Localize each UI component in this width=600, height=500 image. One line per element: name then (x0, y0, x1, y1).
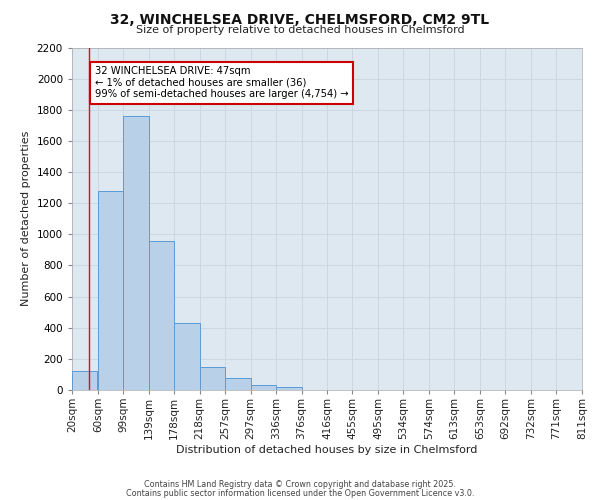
Bar (98, 190, 123, 390)
Text: Contains HM Land Registry data © Crown copyright and database right 2025.: Contains HM Land Registry data © Crown c… (144, 480, 456, 489)
Text: Contains public sector information licensed under the Open Government Licence v3: Contains public sector information licen… (126, 488, 474, 498)
Bar (72, 372, 97, 390)
Bar (251, 384, 276, 390)
Bar (276, 387, 302, 390)
Bar (123, 116, 149, 390)
Bar (225, 378, 251, 390)
Bar (200, 366, 225, 390)
Bar (174, 323, 200, 390)
Text: 32 WINCHELSEA DRIVE: 47sqm
← 1% of detached houses are smaller (36)
99% of semi-: 32 WINCHELSEA DRIVE: 47sqm ← 1% of detac… (95, 66, 348, 100)
Text: 32, WINCHELSEA DRIVE, CHELMSFORD, CM2 9TL: 32, WINCHELSEA DRIVE, CHELMSFORD, CM2 9T… (110, 12, 490, 26)
Bar (149, 240, 174, 390)
Text: Size of property relative to detached houses in Chelmsford: Size of property relative to detached ho… (136, 25, 464, 35)
Y-axis label: Number of detached properties: Number of detached properties (21, 131, 31, 306)
X-axis label: Distribution of detached houses by size in Chelmsford: Distribution of detached houses by size … (176, 444, 478, 454)
